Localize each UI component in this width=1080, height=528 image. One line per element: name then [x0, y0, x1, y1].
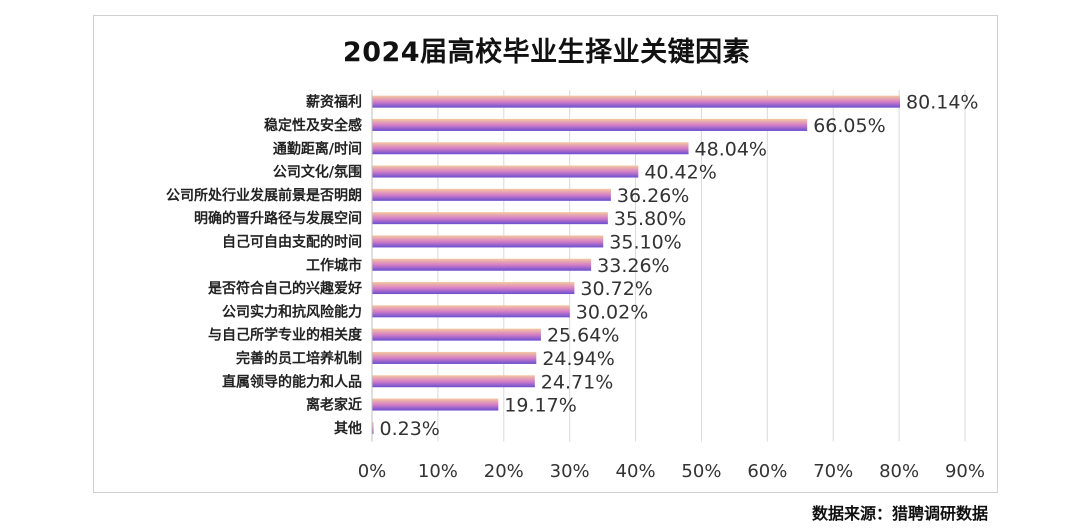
value-label: 24.71%	[541, 371, 613, 393]
x-tick-label: 40%	[616, 461, 656, 482]
bar	[372, 282, 575, 295]
value-label: 40.42%	[644, 162, 716, 184]
category-label: 公司文化/氛围	[273, 164, 362, 181]
bar	[372, 142, 689, 155]
x-tick-label: 80%	[879, 461, 919, 482]
value-label: 35.10%	[609, 231, 681, 253]
value-label: 36.26%	[617, 185, 689, 207]
value-label: 48.04%	[695, 138, 767, 160]
value-label: 30.72%	[580, 278, 652, 300]
bar	[372, 258, 592, 271]
bar	[372, 188, 611, 201]
x-tick-label: 20%	[484, 461, 524, 482]
category-label: 明确的晋升路径与发展空间	[194, 210, 362, 227]
category-label: 与自己所学专业的相关度	[208, 327, 363, 344]
x-tick-label: 60%	[747, 461, 787, 482]
bar	[372, 421, 374, 434]
value-label: 35.80%	[614, 208, 686, 230]
data-source: 数据来源：猎聘调研数据	[811, 504, 988, 523]
category-label: 自己可自由支配的时间	[222, 233, 362, 250]
category-label: 稳定性及安全感	[264, 117, 362, 134]
category-label: 直属领导的能力和人品	[222, 373, 362, 390]
x-tick-label: 30%	[550, 461, 590, 482]
category-label: 其他	[334, 420, 362, 437]
category-label: 离老家近	[306, 397, 362, 414]
value-label: 24.94%	[542, 348, 614, 370]
chart-frame: 2024届高校毕业生择业关键因素	[93, 15, 998, 493]
x-tick-label: 10%	[418, 461, 458, 482]
value-label: 33.26%	[597, 255, 669, 277]
bar	[372, 165, 639, 178]
bar	[372, 235, 604, 248]
bar	[372, 351, 537, 364]
value-label: 80.14%	[906, 92, 978, 114]
category-label: 通勤距离/时间	[273, 140, 362, 157]
bar	[372, 95, 901, 108]
value-label: 30.02%	[576, 301, 648, 323]
bar	[372, 398, 499, 411]
bar	[372, 305, 570, 318]
value-label: 0.23%	[380, 418, 440, 440]
category-label: 公司所处行业发展前景是否明朗	[166, 187, 362, 204]
category-label: 是否符合自己的兴趣爱好	[208, 280, 362, 297]
bar	[372, 212, 608, 225]
category-label: 完善的员工培养机制	[236, 350, 362, 367]
chart-title: 2024届高校毕业生择业关键因素	[342, 37, 751, 68]
value-label: 25.64%	[547, 325, 619, 347]
x-tick-label: 90%	[945, 461, 985, 482]
x-tick-label: 0%	[358, 461, 387, 482]
x-tick-label: 50%	[681, 461, 721, 482]
category-label: 工作城市	[306, 257, 362, 274]
value-label: 19.17%	[504, 395, 576, 417]
category-label: 薪资福利	[306, 94, 362, 111]
value-label: 66.05%	[813, 115, 885, 137]
bar	[372, 328, 541, 341]
bar	[372, 375, 535, 388]
x-tick-label: 70%	[813, 461, 853, 482]
category-label: 公司实力和抗风险能力	[222, 303, 362, 320]
bar	[372, 118, 808, 131]
